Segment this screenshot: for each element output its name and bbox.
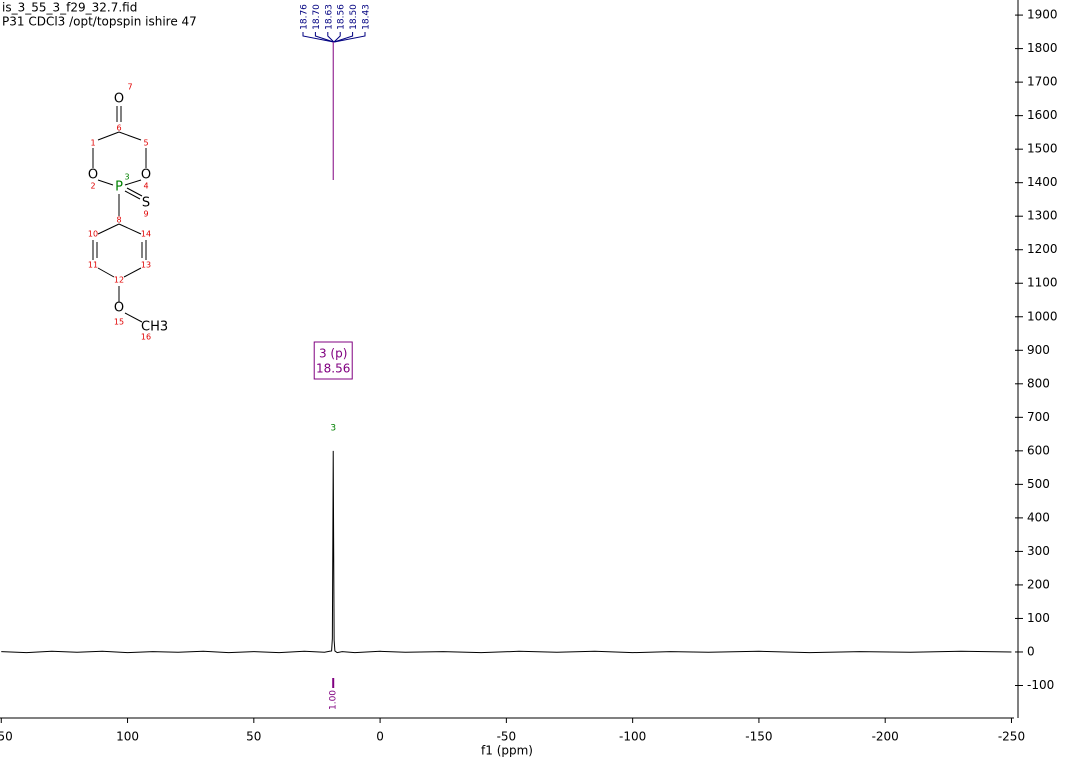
x-tick-label: -50 bbox=[497, 730, 517, 744]
y-tick-label: 300 bbox=[1027, 544, 1050, 558]
y-tick-label: 200 bbox=[1027, 577, 1050, 591]
peak-label-connector bbox=[333, 32, 341, 43]
y-tick-label: 700 bbox=[1027, 410, 1050, 424]
y-tick-label: 100 bbox=[1027, 611, 1050, 625]
multiplet-annotation: 3 (p)18.56 bbox=[313, 341, 353, 380]
peak-label-connector bbox=[302, 32, 334, 43]
y-tick-label: 0 bbox=[1027, 644, 1035, 658]
atom-number: 8 bbox=[116, 216, 121, 225]
atom-symbol: S bbox=[142, 196, 150, 211]
atom-number: 13 bbox=[141, 261, 151, 270]
peak-label: 18.43 bbox=[362, 4, 372, 30]
y-tick-label: 800 bbox=[1027, 376, 1050, 390]
x-tick-label: -100 bbox=[619, 730, 646, 744]
multiplet-shift: 18.56 bbox=[316, 362, 350, 376]
peak-label: 18.56 bbox=[337, 4, 347, 30]
atom-symbol: O bbox=[88, 168, 98, 183]
atom-number: 3 bbox=[124, 173, 129, 182]
y-tick-label: 1800 bbox=[1027, 41, 1058, 55]
y-tick-label: 500 bbox=[1027, 477, 1050, 491]
x-tick-label: 0 bbox=[376, 730, 384, 744]
peak-label-connector bbox=[334, 32, 366, 43]
atom-symbol: O bbox=[114, 301, 124, 316]
multiplet-label: 3 (p) bbox=[319, 347, 347, 361]
y-tick-label: 400 bbox=[1027, 510, 1050, 524]
y-tick-label: 1200 bbox=[1027, 242, 1058, 256]
atom-number: 15 bbox=[114, 318, 124, 327]
atom-number: 6 bbox=[116, 124, 121, 133]
peak-label-connector bbox=[333, 32, 354, 43]
atom-symbol: O bbox=[114, 92, 124, 107]
x-tick-label: -250 bbox=[998, 730, 1025, 744]
x-tick-label: 100 bbox=[116, 730, 139, 744]
y-tick-label: 1100 bbox=[1027, 276, 1058, 290]
atom-symbol: CH3 bbox=[141, 320, 168, 335]
atom-number: 1 bbox=[90, 139, 95, 148]
peak-label: 18.63 bbox=[324, 4, 334, 30]
y-tick-label: 600 bbox=[1027, 443, 1050, 457]
y-tick-label: 900 bbox=[1027, 343, 1050, 357]
peak-label: 18.50 bbox=[349, 4, 359, 30]
y-tick-label: 1600 bbox=[1027, 108, 1058, 122]
atom-number: 10 bbox=[88, 230, 98, 239]
peak-label: 18.70 bbox=[312, 4, 322, 30]
x-tick-label: 150 bbox=[0, 730, 13, 744]
y-tick-label: 1900 bbox=[1027, 8, 1058, 22]
y-tick-label: 1300 bbox=[1027, 209, 1058, 223]
x-tick-label: 50 bbox=[246, 730, 261, 744]
peak-atom-label: 3 bbox=[330, 424, 336, 434]
atom-number: 9 bbox=[143, 210, 148, 219]
file-name: is_3_55_3_f29_32.7.fid bbox=[2, 1, 137, 15]
y-tick-label: 1700 bbox=[1027, 75, 1058, 89]
peak-label-connector bbox=[327, 32, 335, 43]
x-tick-label: -150 bbox=[745, 730, 772, 744]
y-tick-label: 1500 bbox=[1027, 142, 1058, 156]
atom-number: 11 bbox=[88, 261, 98, 270]
spectrum-line bbox=[1, 450, 1012, 654]
atom-number: 7 bbox=[127, 83, 132, 92]
x-tick-label: -200 bbox=[872, 730, 899, 744]
multiplet-box bbox=[313, 341, 353, 380]
y-tick-label: -100 bbox=[1027, 678, 1054, 692]
x-axis-label: f1 (ppm) bbox=[481, 744, 533, 758]
peak-label: 18.76 bbox=[300, 4, 310, 30]
integral-value: 1.00 bbox=[329, 690, 339, 710]
atom-number: 4 bbox=[143, 182, 148, 191]
atom-symbol: O bbox=[141, 168, 151, 183]
atom-number: 5 bbox=[143, 139, 148, 148]
y-tick-label: 1400 bbox=[1027, 175, 1058, 189]
atom-number: 16 bbox=[141, 333, 151, 342]
atom-number: 12 bbox=[114, 276, 124, 285]
atom-number: 14 bbox=[141, 230, 151, 239]
y-tick-label: 1000 bbox=[1027, 309, 1058, 323]
atom-number: 2 bbox=[90, 182, 95, 191]
peak-label-connector bbox=[314, 32, 334, 43]
experiment-info: P31 CDCl3 /opt/topspin ishire 47 bbox=[2, 15, 197, 29]
atom-symbol: P bbox=[115, 180, 123, 195]
